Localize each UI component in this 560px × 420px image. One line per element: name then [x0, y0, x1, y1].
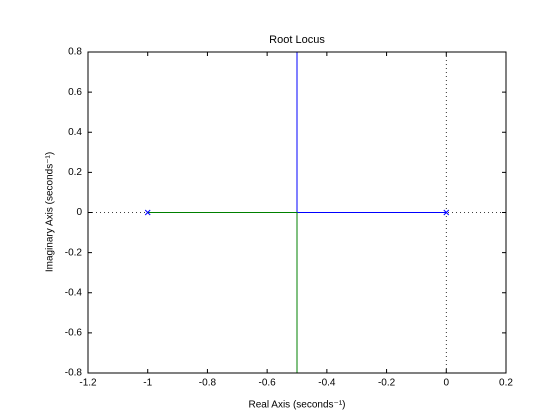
- pole-marker: [443, 209, 450, 216]
- x-tick-label: 0: [444, 378, 450, 389]
- x-tick-label: 0.2: [499, 378, 513, 389]
- x-tick-label: -1: [143, 378, 152, 389]
- y-tick-label: 0.2: [68, 167, 82, 178]
- x-tick-label: -0.6: [259, 378, 277, 389]
- y-tick-label: -0.8: [65, 368, 83, 379]
- pole-marker: [144, 209, 151, 216]
- y-tick-label: 0.4: [68, 127, 82, 138]
- y-tick-label: 0.8: [68, 47, 82, 58]
- y-tick-label: -0.4: [65, 287, 83, 298]
- y-tick-label: 0: [76, 207, 82, 218]
- y-tick-label: -0.2: [65, 247, 83, 258]
- locus-branch: [147, 212, 298, 373]
- x-tick-label: -0.8: [199, 378, 217, 389]
- y-tick-label: 0.6: [68, 87, 82, 98]
- x-tick-label: -0.4: [318, 378, 336, 389]
- chart-title: Root Locus: [269, 34, 325, 46]
- x-tick-label: -1.2: [79, 378, 97, 389]
- y-axis-label: Imaginary Axis (seconds⁻¹): [45, 152, 56, 272]
- x-tick-label: -0.2: [378, 378, 396, 389]
- x-axis-label: Real Axis (seconds⁻¹): [249, 400, 346, 411]
- y-tick-label: -0.6: [65, 328, 83, 339]
